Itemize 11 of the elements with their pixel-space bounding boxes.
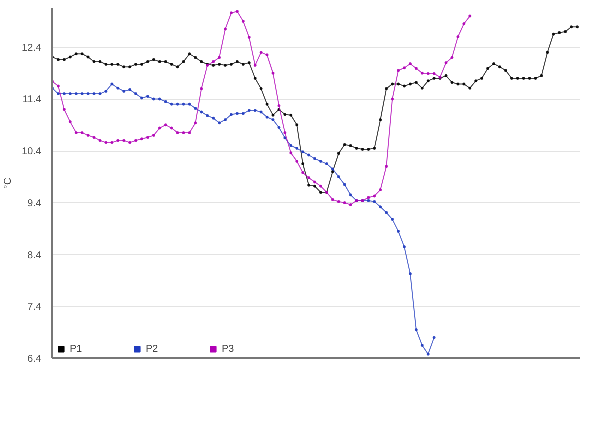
y-tick-label: 12.4 [22,42,42,54]
y-tick-label: 10.4 [22,146,42,158]
y-tick-label: 9.4 [28,198,42,210]
y-tick-label: 6.4 [28,354,42,365]
legend-label: P2 [146,344,160,354]
legend-label: P3 [222,344,236,354]
y-axis-title: °C [3,178,14,190]
y-tick-label: 8.4 [28,250,42,262]
y-tick-label: 11.4 [22,94,42,106]
y-tick-label: 7.4 [28,302,42,314]
legend-label: P1 [70,344,84,354]
